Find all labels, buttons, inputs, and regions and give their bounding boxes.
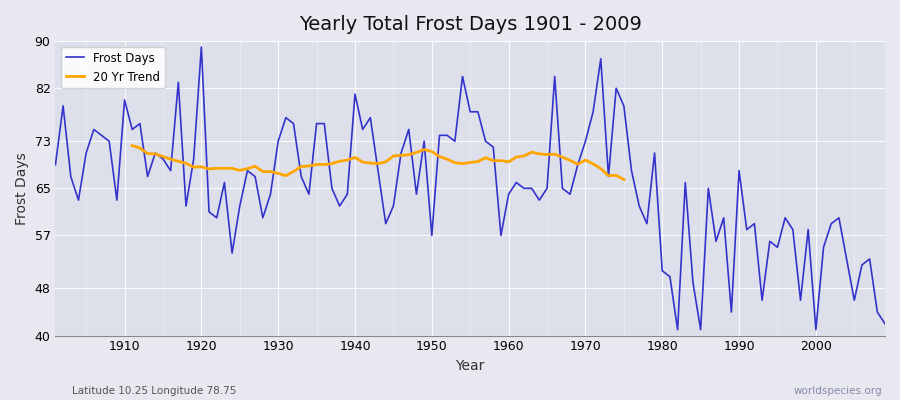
20 Yr Trend — [618, 177, 629, 182]
Frost Days — [503, 192, 514, 197]
Frost Days — [879, 322, 890, 326]
Frost Days — [603, 174, 614, 179]
Frost Days — [672, 327, 683, 332]
Frost Days — [288, 121, 299, 126]
X-axis label: Year: Year — [455, 359, 485, 373]
Y-axis label: Frost Days: Frost Days — [15, 152, 29, 225]
Frost Days — [196, 45, 207, 50]
Legend: Frost Days, 20 Yr Trend: Frost Days, 20 Yr Trend — [61, 47, 165, 88]
Title: Yearly Total Frost Days 1901 - 2009: Yearly Total Frost Days 1901 - 2009 — [299, 15, 642, 34]
Frost Days — [50, 162, 61, 167]
Text: Latitude 10.25 Longitude 78.75: Latitude 10.25 Longitude 78.75 — [72, 386, 237, 396]
20 Yr Trend — [273, 171, 284, 176]
20 Yr Trend — [603, 173, 614, 178]
20 Yr Trend — [549, 152, 560, 156]
Text: worldspecies.org: worldspecies.org — [794, 386, 882, 396]
Frost Days — [112, 198, 122, 202]
20 Yr Trend — [242, 166, 253, 171]
20 Yr Trend — [334, 159, 345, 164]
Line: 20 Yr Trend: 20 Yr Trend — [132, 146, 624, 180]
20 Yr Trend — [381, 160, 392, 164]
Frost Days — [511, 180, 522, 185]
Line: Frost Days: Frost Days — [56, 47, 885, 330]
Frost Days — [334, 204, 345, 208]
20 Yr Trend — [127, 143, 138, 148]
